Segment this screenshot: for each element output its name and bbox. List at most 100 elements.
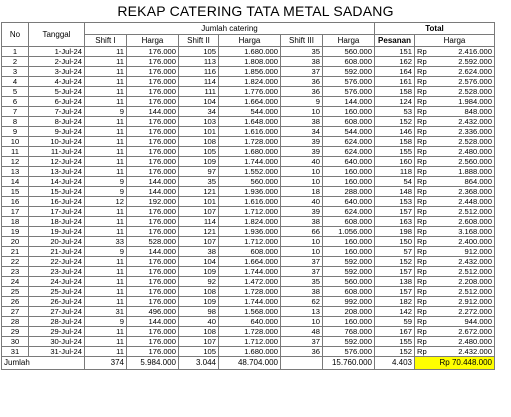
cell-shift2[interactable]: 113 (178, 56, 219, 67)
cell-pesanan[interactable]: 152 (374, 256, 415, 267)
cell-pesanan[interactable]: 148 (374, 186, 415, 197)
cell-harga2[interactable]: 1.616.000 (218, 196, 281, 207)
cell-shift2[interactable]: 92 (178, 276, 219, 287)
cell-shift3[interactable]: 40 (280, 156, 323, 167)
cell-shift3[interactable]: 39 (280, 136, 323, 147)
cell-shift2[interactable]: 109 (178, 296, 219, 307)
cell-harga-total[interactable]: 2.512.000 (430, 286, 495, 297)
cell-no[interactable]: 19 (1, 226, 29, 237)
cell-harga3[interactable]: 592.000 (322, 266, 375, 277)
cell-harga-total[interactable]: 2.592.000 (430, 56, 495, 67)
cell-currency[interactable]: Rp (414, 246, 431, 257)
cell-harga2[interactable]: 1.568.000 (218, 306, 281, 317)
cell-tanggal[interactable]: 27-Jul-24 (28, 306, 85, 317)
cell-harga2[interactable]: 1.648.000 (218, 116, 281, 127)
cell-harga-total[interactable]: 2.512.000 (430, 266, 495, 277)
cell-currency[interactable]: Rp (414, 216, 431, 227)
cell-harga3[interactable]: 160.000 (322, 246, 375, 257)
cell-shift3[interactable]: 66 (280, 226, 323, 237)
cell-harga1[interactable]: 176.000 (126, 76, 179, 87)
cell-shift3[interactable]: 38 (280, 56, 323, 67)
cell-shift1[interactable]: 11 (84, 206, 127, 217)
cell-pesanan[interactable]: 54 (374, 176, 415, 187)
cell-pesanan[interactable]: 162 (374, 56, 415, 67)
cell-currency[interactable]: Rp (414, 176, 431, 187)
cell-harga3[interactable]: 624.000 (322, 136, 375, 147)
cell-harga3[interactable]: 992.000 (322, 296, 375, 307)
cell-shift2[interactable]: 107 (178, 236, 219, 247)
cell-harga2[interactable]: 1.744.000 (218, 156, 281, 167)
cell-harga3[interactable]: 144.000 (322, 96, 375, 107)
cell-no[interactable]: 31 (1, 346, 29, 357)
cell-harga1[interactable]: 176.000 (126, 256, 179, 267)
cell-currency[interactable]: Rp (414, 96, 431, 107)
cell-shift2[interactable]: 109 (178, 156, 219, 167)
cell-harga1[interactable]: 176.000 (126, 136, 179, 147)
cell-harga1[interactable]: 176.000 (126, 266, 179, 277)
header-harga1[interactable]: Harga (126, 34, 179, 47)
cell-harga-total[interactable]: 2.208.000 (430, 276, 495, 287)
cell-harga1[interactable]: 176.000 (126, 326, 179, 337)
header-shift2[interactable]: Shift II (178, 34, 219, 47)
cell-currency[interactable]: Rp (414, 56, 431, 67)
cell-tanggal[interactable]: 29-Jul-24 (28, 326, 85, 337)
cell-currency[interactable]: Rp (414, 156, 431, 167)
cell-harga3[interactable]: 608.000 (322, 216, 375, 227)
cell-shift3[interactable]: 38 (280, 286, 323, 297)
cell-harga1[interactable]: 144.000 (126, 176, 179, 187)
cell-pesanan[interactable]: 53 (374, 106, 415, 117)
header-total[interactable]: Total (374, 22, 495, 35)
cell-currency[interactable]: Rp (414, 86, 431, 97)
header-harga3[interactable]: Harga (322, 34, 375, 47)
cell-harga3[interactable]: 608.000 (322, 56, 375, 67)
cell-harga2[interactable]: 1.616.000 (218, 126, 281, 137)
cell-shift1[interactable]: 33 (84, 236, 127, 247)
cell-shift2[interactable]: 34 (178, 106, 219, 117)
cell-tanggal[interactable]: 11-Jul-24 (28, 146, 85, 157)
cell-harga2[interactable]: 1.712.000 (218, 336, 281, 347)
cell-no[interactable]: 10 (1, 136, 29, 147)
cell-no[interactable]: 16 (1, 196, 29, 207)
cell-currency[interactable]: Rp (414, 296, 431, 307)
cell-no[interactable]: 5 (1, 86, 29, 97)
cell-shift2[interactable]: 105 (178, 146, 219, 157)
cell-harga-total[interactable]: 2.512.000 (430, 206, 495, 217)
cell-currency[interactable]: Rp (414, 326, 431, 337)
cell-tanggal[interactable]: 7-Jul-24 (28, 106, 85, 117)
cell-pesanan[interactable]: 59 (374, 316, 415, 327)
cell-tanggal[interactable]: 31-Jul-24 (28, 346, 85, 357)
cell-currency[interactable]: Rp (414, 46, 431, 57)
cell-pesanan[interactable]: 158 (374, 136, 415, 147)
cell-shift1[interactable]: 11 (84, 226, 127, 237)
cell-currency[interactable]: Rp (414, 206, 431, 217)
cell-tanggal[interactable]: 14-Jul-24 (28, 176, 85, 187)
cell-tanggal[interactable]: 15-Jul-24 (28, 186, 85, 197)
cell-shift3[interactable]: 35 (280, 276, 323, 287)
cell-shift1[interactable]: 9 (84, 316, 127, 327)
cell-no[interactable]: 28 (1, 316, 29, 327)
cell-currency[interactable]: Rp (414, 116, 431, 127)
cell-shift2[interactable]: 98 (178, 306, 219, 317)
cell-no[interactable]: 3 (1, 66, 29, 77)
cell-harga2[interactable]: 1.664.000 (218, 96, 281, 107)
cell-tanggal[interactable]: 17-Jul-24 (28, 206, 85, 217)
cell-shift3[interactable]: 10 (280, 316, 323, 327)
cell-shift2[interactable]: 109 (178, 266, 219, 277)
cell-shift2[interactable]: 121 (178, 226, 219, 237)
cell-pesanan[interactable]: 158 (374, 86, 415, 97)
cell-harga1[interactable]: 192.000 (126, 196, 179, 207)
cell-harga2[interactable]: 1.936.000 (218, 186, 281, 197)
cell-no[interactable]: 11 (1, 146, 29, 157)
cell-harga-total[interactable]: 2.624.000 (430, 66, 495, 77)
cell-harga1[interactable]: 144.000 (126, 316, 179, 327)
cell-harga1[interactable]: 176.000 (126, 156, 179, 167)
cell-harga3[interactable]: 576.000 (322, 346, 375, 357)
cell-shift3[interactable]: 48 (280, 326, 323, 337)
cell-no[interactable]: 27 (1, 306, 29, 317)
grand-total[interactable]: Rp 70.448.000 (414, 356, 495, 370)
cell-harga2[interactable]: 1.728.000 (218, 136, 281, 147)
cell-shift3[interactable]: 38 (280, 116, 323, 127)
cell-no[interactable]: 18 (1, 216, 29, 227)
cell-shift2[interactable]: 108 (178, 136, 219, 147)
cell-shift2[interactable]: 114 (178, 76, 219, 87)
